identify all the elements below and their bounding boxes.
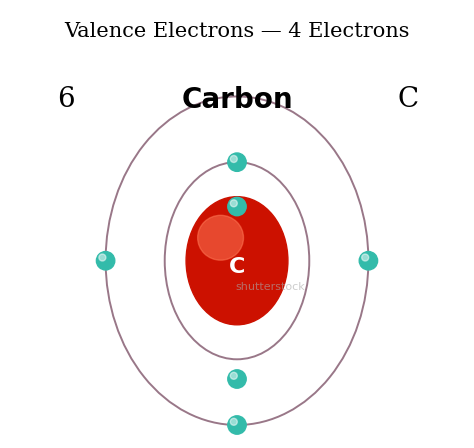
- Circle shape: [228, 153, 246, 172]
- Circle shape: [230, 200, 237, 207]
- Circle shape: [99, 254, 106, 261]
- Circle shape: [230, 155, 237, 163]
- Circle shape: [359, 251, 378, 270]
- Circle shape: [96, 251, 115, 270]
- Ellipse shape: [186, 197, 288, 325]
- Circle shape: [228, 416, 246, 434]
- Text: C: C: [229, 257, 245, 277]
- Circle shape: [228, 197, 246, 216]
- Ellipse shape: [198, 215, 244, 260]
- Circle shape: [362, 254, 369, 261]
- Text: Carbon: Carbon: [181, 86, 293, 114]
- Circle shape: [230, 418, 237, 425]
- Text: shutterstock: shutterstock: [235, 282, 305, 292]
- Text: Valence Electrons — 4 Electrons: Valence Electrons — 4 Electrons: [64, 22, 410, 41]
- Text: C: C: [397, 86, 419, 113]
- Circle shape: [228, 370, 246, 388]
- Circle shape: [230, 372, 237, 379]
- Text: 6: 6: [57, 86, 75, 113]
